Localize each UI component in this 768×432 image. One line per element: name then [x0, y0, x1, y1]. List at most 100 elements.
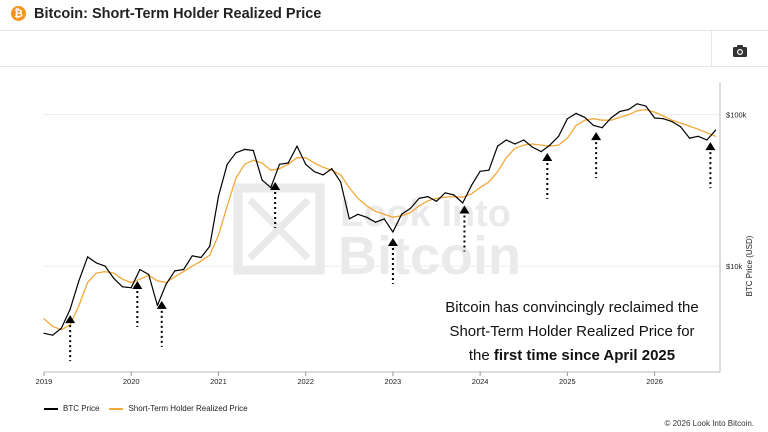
btc-price-point: [156, 304, 158, 307]
sth-realized-price-point: [479, 187, 481, 189]
btc-price-point: [69, 308, 71, 310]
btc-price-point: [462, 202, 464, 204]
sth-realized-price-point: [113, 272, 115, 274]
btc-price-point: [697, 135, 699, 137]
btc-price-point: [401, 213, 403, 215]
sth-realized-price-point: [636, 110, 638, 112]
btc-price-point: [278, 163, 281, 165]
toolbar-divider: [711, 30, 712, 66]
btc-price-point: [627, 109, 630, 111]
legend-item-btc-price[interactable]: BTC Price: [44, 404, 99, 413]
btc-price-point: [610, 117, 612, 119]
arrow-head: [705, 142, 716, 151]
sth-realized-price-point: [470, 193, 472, 195]
sth-realized-price-point: [130, 281, 132, 284]
grid: [44, 114, 720, 267]
sth-realized-price-point: [566, 137, 569, 139]
copyright: © 2026 Look Into Bitcoin.: [664, 419, 754, 428]
x-tick-label: 2026: [646, 377, 663, 386]
btc-price-point: [287, 162, 289, 164]
btc-price-point: [252, 149, 254, 152]
btc-price-point: [636, 103, 638, 105]
sth-realized-price-point: [619, 116, 621, 118]
btc-price-point: [191, 255, 193, 257]
arrow-marker-7: [591, 132, 602, 179]
x-tick-label: 2019: [36, 377, 53, 386]
btc-price-point: [488, 169, 490, 171]
btc-price-point: [270, 187, 272, 189]
watermark-line2: Bitcoin: [338, 226, 521, 286]
sth-realized-price-point: [261, 162, 263, 164]
btc-price-point: [453, 194, 455, 196]
btc-price-point: [688, 137, 691, 139]
btc-price-point: [619, 110, 621, 113]
sth-realized-price-point: [392, 216, 394, 218]
sth-realized-price-point: [156, 280, 158, 282]
btc-price-point: [654, 117, 656, 119]
plot-area[interactable]: Look Into Bitcoin $10k $100k 2019 2020 2021 2…: [0, 66, 768, 396]
btc-price-point: [392, 231, 394, 233]
sth-realized-price-point: [69, 324, 71, 326]
btc-price-point: [715, 129, 717, 131]
btc-price-point: [592, 124, 595, 126]
sth-realized-price-point: [558, 144, 560, 146]
sth-realized-price-point: [540, 144, 542, 146]
sth-realized-price-point: [680, 122, 682, 124]
camera-icon[interactable]: [728, 42, 752, 60]
sth-realized-price-point: [305, 157, 307, 159]
btc-price-point: [340, 181, 342, 183]
sth-realized-price-point: [191, 265, 193, 267]
sth-realized-price-point: [217, 234, 220, 236]
arrow-head: [132, 280, 143, 289]
btc-price-point: [148, 273, 150, 276]
price-chart[interactable]: Look Into Bitcoin $10k $100k 2019 2020 2021 2…: [0, 66, 768, 396]
sth-realized-price-point: [697, 128, 699, 130]
btc-price-point: [418, 197, 420, 199]
btc-price-point: [331, 168, 333, 170]
btc-price-point: [357, 213, 359, 215]
btc-price-point: [366, 216, 368, 218]
sth-realized-price-point: [296, 157, 298, 159]
sth-realized-price-point: [444, 196, 446, 198]
arrow-marker-1: [132, 280, 143, 327]
btc-price-point: [209, 245, 211, 247]
sth-realized-price-point: [654, 111, 656, 113]
legend-item-sth-realized-price[interactable]: Short-Term Holder Realized Price: [109, 404, 248, 413]
sth-realized-price-point: [348, 187, 350, 189]
arrow-marker-5: [459, 205, 470, 252]
sth-realized-price-point: [252, 159, 254, 161]
series-layer: [43, 103, 717, 336]
sth-realized-price-point: [87, 281, 89, 284]
legend-label-sth-realized-price: Short-Term Holder Realized Price: [128, 404, 248, 413]
sth-realized-price-point: [366, 205, 368, 207]
arrow-head: [542, 153, 553, 162]
legend-swatch-btc-price: [44, 407, 58, 410]
sth-realized-price-point: [78, 304, 80, 307]
bitcoin-logo-icon: ₿: [11, 6, 26, 21]
arrow-marker-0: [65, 315, 76, 362]
sth-realized-price-point: [52, 325, 54, 327]
arrow-annotations: [65, 132, 716, 362]
chart-header: ₿ Bitcoin: Short-Term Holder Realized Pr…: [0, 0, 768, 31]
btc-price-point: [60, 327, 63, 329]
sth-realized-price-point: [139, 278, 141, 280]
sth-realized-price-point: [121, 278, 124, 280]
chart-toolbar: [0, 30, 768, 67]
x-tick-label: 2023: [385, 377, 402, 386]
y-axis-title: BTC Price (USD): [745, 235, 754, 296]
x-tick-label: 2020: [123, 377, 140, 386]
btc-price-point: [235, 152, 237, 154]
sth-realized-price-point: [418, 205, 420, 207]
btc-price-point: [95, 262, 97, 264]
sth-realized-price-point: [287, 163, 289, 165]
axes: $10k $100k 2019 2020 2021 2022 2023 2024 2025 202…: [36, 82, 747, 386]
btc-price-point: [523, 139, 525, 141]
btc-price-point: [706, 139, 708, 141]
sth-realized-price-point: [226, 205, 228, 207]
btc-price-point: [121, 286, 124, 288]
btc-price-point: [497, 145, 499, 147]
btc-price-point: [575, 112, 577, 114]
sth-realized-price-point: [453, 196, 455, 198]
sth-realized-price-point: [409, 212, 411, 214]
chart-title: Bitcoin: Short-Term Holder Realized Pric…: [34, 6, 322, 22]
